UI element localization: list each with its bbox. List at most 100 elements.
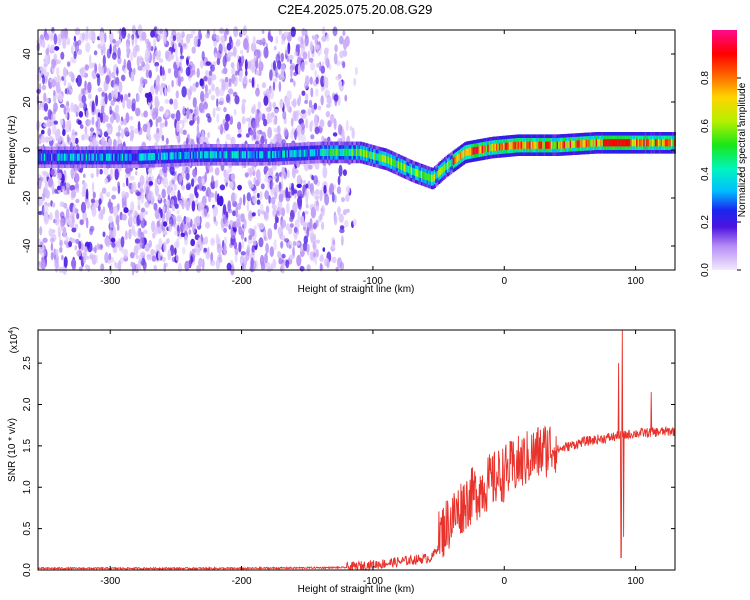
heatmap-noise-cell [216, 243, 222, 254]
heatmap-noise-cell [57, 178, 61, 188]
heatmap-noise-cell [246, 133, 250, 138]
heatmap-ridge-cell [361, 149, 364, 157]
heatmap-noise-cell [294, 51, 298, 57]
heatmap-noise-cell [192, 97, 197, 108]
heatmap-noise-cell [190, 30, 196, 35]
heatmap-noise-cell [250, 42, 257, 52]
heatmap-ridge-cell [311, 149, 314, 157]
heatmap-noise-cell [65, 181, 70, 189]
heatmap-noise-cell [48, 136, 53, 142]
heatmap-ridge-cell [45, 153, 48, 161]
heatmap-noise-cell [166, 209, 172, 219]
heatmap-noise-cell [188, 33, 194, 39]
heatmap-ridge-cell [441, 166, 444, 175]
heatmap-ridge-cell [116, 153, 119, 161]
heatmap-noise-cell [98, 63, 101, 74]
heatmap-ridge-cell [488, 144, 491, 152]
heatmap-noise-cell [100, 136, 106, 148]
heatmap-noise-cell [288, 54, 294, 60]
heatmap-noise-cell [303, 60, 308, 65]
heatmap-noise-cell [95, 120, 99, 128]
heatmap-noise-cell [297, 132, 302, 142]
heatmap-noise-cell [185, 172, 190, 181]
heatmap-noise-cell [45, 97, 50, 103]
figure-title: C2E4.2025.075.20.08.G29 [278, 2, 433, 17]
heatmap-noise-cell [191, 248, 196, 254]
heatmap-noise-cell [143, 220, 147, 227]
heatmap-noise-cell [179, 127, 183, 135]
heatmap-noise-cell [305, 118, 309, 129]
x-tick-label: -200 [232, 576, 252, 587]
heatmap-noise-cell [196, 249, 201, 256]
heatmap-noise-cell [255, 113, 260, 126]
heatmap-ridge-cell [121, 153, 124, 161]
heatmap-ridge-cell [600, 139, 603, 147]
heatmap-ridge-cell [644, 139, 647, 147]
heatmap-ridge-cell [546, 141, 549, 149]
heatmap-noise-cell [159, 122, 165, 128]
heatmap-noise-cell [79, 102, 84, 109]
heatmap-ridge-cell [231, 151, 234, 159]
heatmap-ridge-cell [103, 153, 106, 161]
heatmap-noise-cell [182, 246, 186, 255]
heatmap-noise-cell [51, 60, 56, 69]
heatmap-noise-cell [210, 64, 215, 72]
heatmap-ridge-cell [214, 151, 217, 159]
heatmap-ridge-cell [98, 153, 101, 161]
heatmap-noise-cell [286, 169, 290, 179]
heatmap-ridge-cell [97, 153, 100, 161]
heatmap-noise-cell [86, 200, 90, 209]
heatmap-noise-cell [225, 133, 231, 141]
heatmap-noise-cell [131, 98, 136, 107]
heatmap-noise-cell [342, 30, 346, 36]
heatmap-noise-cell [85, 217, 89, 229]
heatmap-ridge-cell [215, 151, 218, 159]
heatmap-noise-cell [344, 220, 349, 228]
heatmap-ridge-cell [397, 161, 400, 169]
heatmap-ridge-cell [423, 172, 426, 180]
heatmap-noise-cell [110, 100, 115, 106]
heatmap-ridge-cell [380, 154, 383, 162]
heatmap-noise-cell [274, 184, 280, 193]
heatmap-noise-cell [197, 202, 202, 212]
heatmap-noise-cell [74, 137, 79, 145]
heatmap-noise-cell [113, 139, 117, 149]
heatmap-noise-cell [236, 39, 241, 47]
heatmap-noise-cell [137, 258, 142, 271]
heatmap-noise-cell [240, 251, 246, 256]
heatmap-noise-cell [178, 199, 182, 206]
heatmap-noise-cell [227, 208, 233, 214]
heatmap-noise-cell [243, 218, 247, 229]
heatmap-noise-cell [188, 198, 193, 206]
heatmap-noise-cell [200, 90, 205, 103]
snr-y-axis-label: SNR (10 * v/v) [7, 418, 18, 482]
heatmap-noise-cell [234, 70, 238, 76]
heatmap-noise-cell [145, 186, 149, 195]
heatmap-ridge-cell [409, 166, 412, 174]
heatmap-ridge-cell [332, 148, 335, 156]
heatmap-noise-cell [286, 101, 290, 113]
heatmap-noise-cell [278, 134, 282, 145]
heatmap-ridge-cell [221, 151, 224, 159]
heatmap-ridge-cell [293, 150, 296, 158]
heatmap-noise-cell [54, 188, 58, 194]
heatmap-ridge-cell [364, 150, 367, 158]
heatmap-ridge-cell [588, 139, 591, 147]
heatmap-ridge-cell [396, 160, 399, 168]
heatmap-noise-cell [137, 65, 143, 71]
heatmap-noise-cell [174, 247, 177, 256]
heatmap-ridge-cell [348, 148, 351, 156]
heatmap-noise-cell [121, 213, 127, 221]
heatmap-noise-cell [279, 74, 285, 81]
heatmap-noise-cell [260, 183, 265, 190]
heatmap-noise-cell [221, 69, 226, 74]
heatmap-ridge-cell [500, 143, 503, 151]
heatmap-noise-cell [62, 226, 67, 238]
heatmap-ridge-cell [468, 148, 471, 156]
heatmap-ridge-cell [481, 145, 484, 153]
heatmap-noise-cell [271, 175, 277, 180]
heatmap-noise-cell [280, 63, 286, 72]
heatmap-noise-cell [257, 101, 262, 110]
heatmap-noise-cell [71, 45, 74, 55]
heatmap-noise-cell [280, 241, 284, 249]
